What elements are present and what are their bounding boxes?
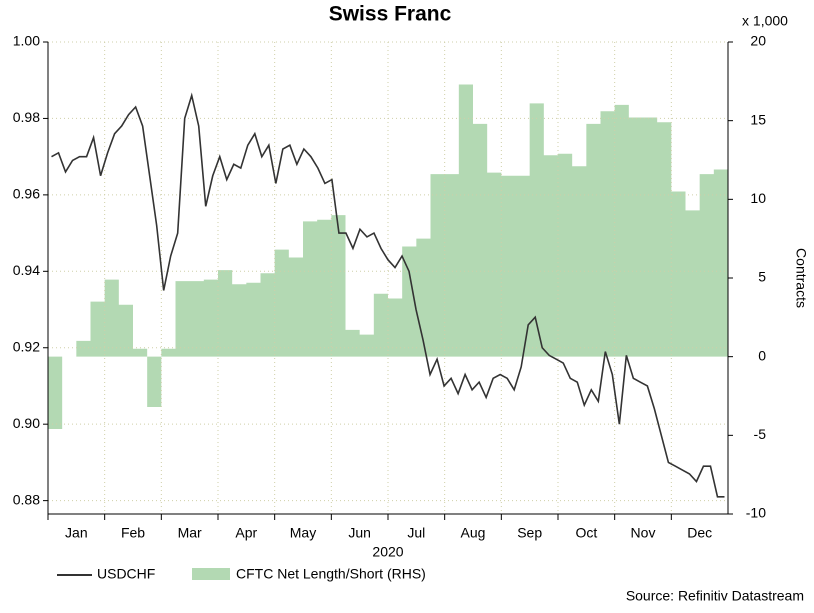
y-tick-label: 1.00 xyxy=(13,33,40,49)
y2-unit: x 1,000 xyxy=(742,13,788,29)
source: Source: Refinitiv Datastream xyxy=(626,588,804,604)
x-tick-label: Jan xyxy=(65,525,88,541)
x-axis-label: 2020 xyxy=(372,544,403,560)
y2-tick-label: 20 xyxy=(750,33,766,49)
x-tick-label: Mar xyxy=(178,525,202,541)
legend-label: CFTC Net Length/Short (RHS) xyxy=(236,566,426,582)
x-tick-label: Oct xyxy=(575,525,597,541)
y2-tick-label: -5 xyxy=(754,426,767,442)
y-tick-label: 0.90 xyxy=(13,415,40,431)
y2-tick-label: 15 xyxy=(750,111,766,127)
x-tick-label: Jun xyxy=(348,525,371,541)
area xyxy=(48,84,728,430)
x-tick-label: Sep xyxy=(517,525,542,541)
y-tick-label: 0.94 xyxy=(13,262,40,278)
chart-title: Swiss Franc xyxy=(329,3,452,26)
y-tick-label: 0.92 xyxy=(13,338,40,354)
x-tick-label: Dec xyxy=(687,525,712,541)
x-tick-label: Feb xyxy=(121,525,145,541)
y2-axis-label: Contracts xyxy=(793,248,809,308)
y2-tick-label: 5 xyxy=(758,269,766,285)
x-tick-label: Nov xyxy=(631,525,656,541)
y-tick-label: 0.98 xyxy=(13,109,40,125)
x-tick-label: May xyxy=(290,525,316,541)
x-tick-label: Jul xyxy=(407,525,425,541)
y2-tick-label: -10 xyxy=(746,505,766,521)
legend-swatch xyxy=(192,568,230,580)
line xyxy=(51,92,725,498)
legend-label: USDCHF xyxy=(97,566,155,582)
y-tick-label: 0.96 xyxy=(13,186,40,202)
x-tick-label: Aug xyxy=(461,525,486,541)
x-tick-label: Apr xyxy=(235,525,257,541)
y-tick-label: 0.88 xyxy=(13,491,40,507)
y2-tick-label: 0 xyxy=(758,347,766,363)
y2-tick-label: 10 xyxy=(750,190,766,206)
